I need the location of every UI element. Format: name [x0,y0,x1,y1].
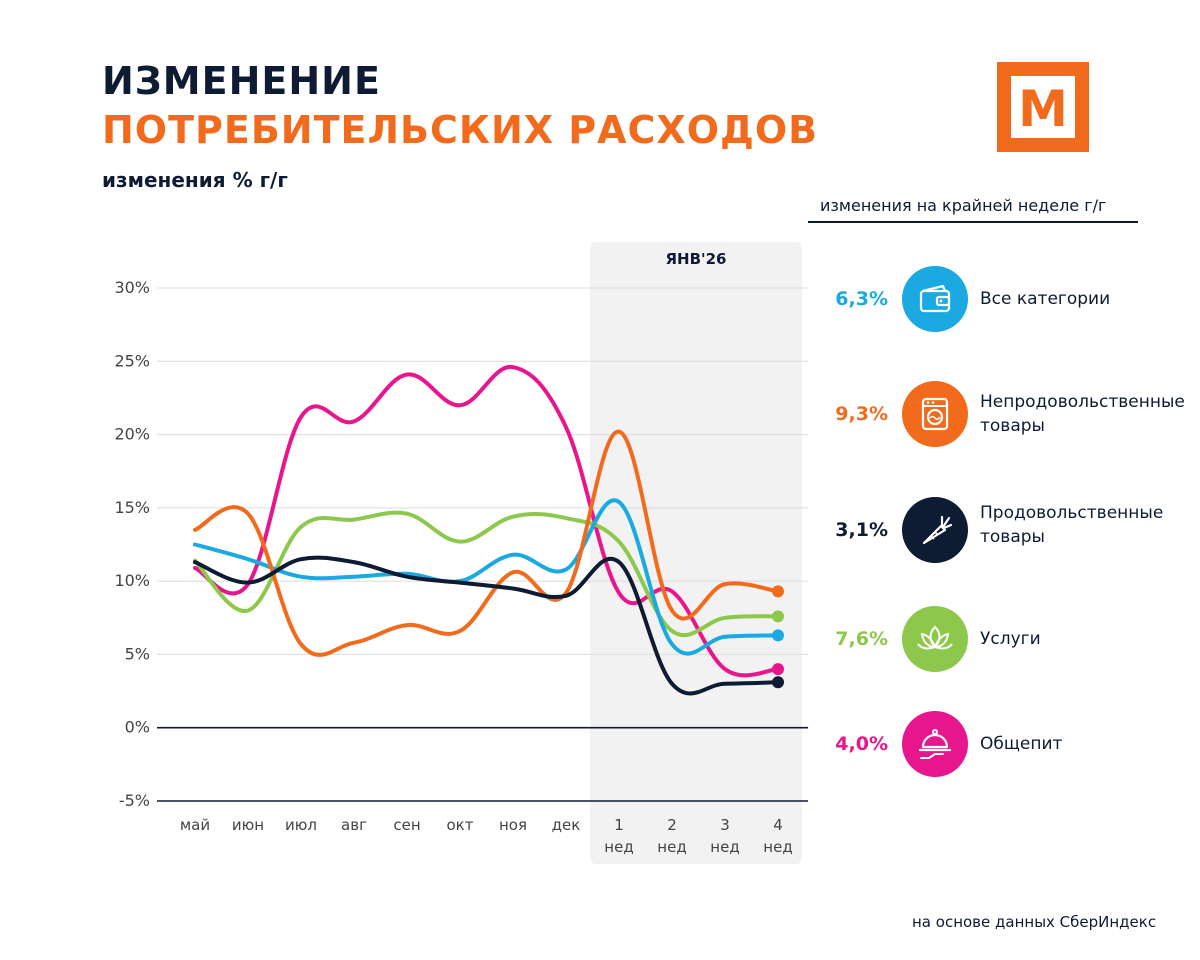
legend-label: Услуги [980,629,1041,649]
x-tick-label: ноя [499,816,527,834]
x-tick-label: дек [552,816,581,834]
x-tick-label: июл [285,816,317,834]
legend-label: Продовольственные товары [980,503,1164,547]
series-end-point-0 [772,663,784,676]
title-line-2: ПОТРЕБИТЕЛЬСКИХ РАСХОДОВ [102,108,819,152]
x-tick-label: нед [763,838,792,856]
legend-header: изменения на крайней неделе г/г [820,196,1107,215]
x-tick-label: 3 [720,816,730,834]
legend-value: 3,1% [835,519,888,541]
washing-machine-icon [921,397,949,431]
logo-inner: М [1011,76,1075,138]
legend-label: Все категории [980,289,1111,309]
series-end-point-3 [772,585,784,598]
series-end-point-1 [772,610,784,623]
legend-icon-circle [902,606,968,672]
legend-item-all-categories: 6,3% Все категории [0,266,1200,336]
legend-label: Общепит [980,734,1063,754]
x-tick-label: нед [604,838,633,856]
logo: М [997,62,1089,152]
series-line-1 [193,510,780,638]
title-line-1: ИЗМЕНЕНИЕ [102,59,381,103]
series-line-4 [193,555,780,696]
wallet-icon [919,284,951,313]
y-tick-label: 0% [125,718,150,737]
x-tick-label: 1 [614,816,624,834]
logo-letter: М [1018,80,1068,138]
legend-icon-circle [902,497,968,563]
cloche-icon [918,729,952,759]
chart-subtitle: изменения % г/г [102,168,288,192]
source-note: на основе данных СберИндекс [912,913,1157,931]
legend-item-non-food: 9,3% Непродовольственные товары [0,381,1200,451]
x-tick-label: авг [341,816,367,834]
series-end-point-4 [772,676,784,689]
series-line-3 [193,429,780,657]
y-tick-label: 10% [114,571,150,590]
x-tick-label: нед [657,838,686,856]
x-tick-label: май [180,816,210,834]
series-end-point-2 [772,629,784,642]
y-tick-label: 5% [125,644,150,663]
highlight-band [590,242,802,864]
legend-value: 9,3% [835,403,888,425]
x-tick-label: сен [393,816,420,834]
carrot-icon [922,515,953,545]
legend-value: 7,6% [835,628,888,650]
x-tick-label: окт [447,816,474,834]
legend-icon-circle [902,381,968,447]
series-line-0 [193,365,780,678]
x-tick-label: 2 [667,816,677,834]
legend-item-catering: 4,0% Общепит [0,711,1200,781]
y-tick-label: 15% [114,498,150,517]
legend-icon-circle [902,266,968,332]
lotus-icon [917,625,953,650]
legend-icon-circle [902,711,968,777]
logo-m-icon: М [1018,80,1068,138]
x-tick-label: 4 [773,816,783,834]
legend-value: 4,0% [835,733,888,755]
y-tick-label: 30% [114,278,150,297]
y-tick-label: -5% [119,791,150,810]
x-tick-label: июн [232,816,264,834]
legend-value: 6,3% [835,288,888,310]
y-tick-label: 25% [114,351,150,370]
series-line-2 [193,498,780,656]
legend-item-food: 3,1% Продовольственные товары [0,497,1200,567]
x-tick-label: нед [710,838,739,856]
legend-divider [808,221,1138,223]
highlight-label: ЯНВ'26 [665,250,726,268]
legend-item-services: 7,6% Услуги [0,606,1200,676]
y-tick-label: 20% [114,425,150,444]
legend-label: Непродовольственные товары [980,392,1185,436]
